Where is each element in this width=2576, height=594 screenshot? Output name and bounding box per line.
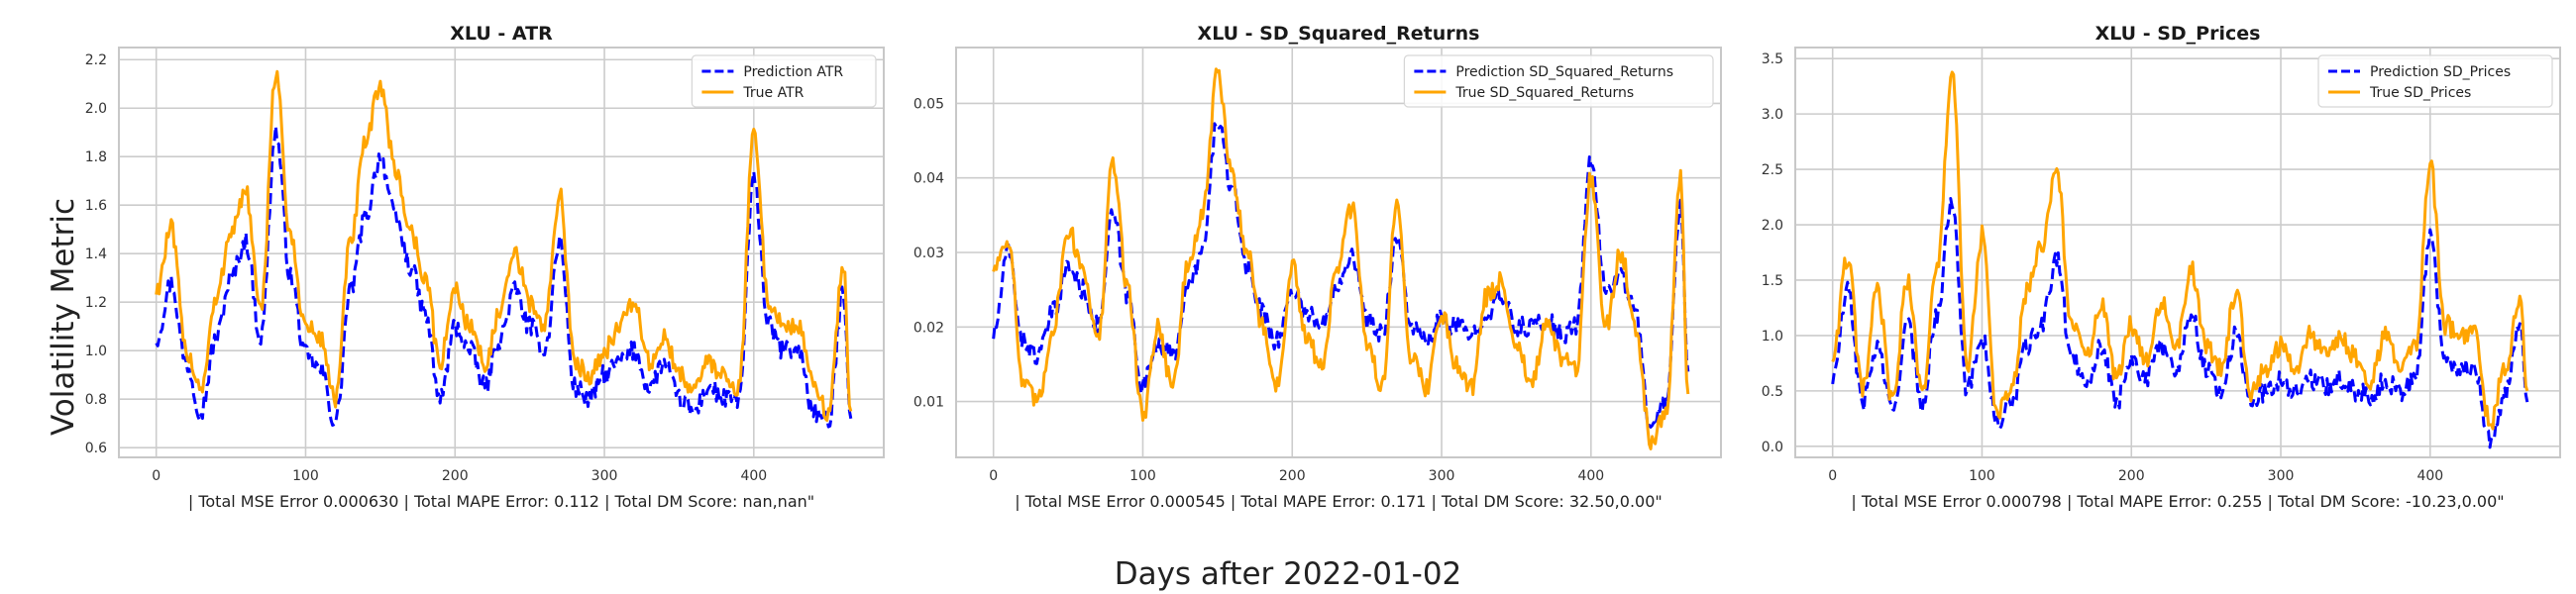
chart-panel-3: 0 100 200 300 400 0.0 0.5 1.0 1.5 2.0 2.5 3.0 3.5 XLU… (1762, 23, 2561, 511)
y-tick-label: 1.0 (85, 344, 107, 359)
y-tick-label: 0.03 (913, 246, 944, 261)
y-tick-label: 0.01 (913, 395, 944, 411)
y-axis-label: Volatility Metric (46, 198, 81, 436)
legend-entry: True SD_Prices (2369, 85, 2471, 101)
legend-entry: True ATR (742, 85, 804, 101)
y-tick-label: 2.2 (85, 52, 107, 68)
y-tick-label: 0.04 (913, 171, 944, 187)
x-tick-label: 400 (1577, 468, 1604, 484)
x-tick-label: 100 (292, 468, 319, 484)
y-tick-label: 0.0 (1762, 440, 1783, 455)
x-tick-label: 0 (152, 468, 161, 484)
y-tick-label: 1.0 (1762, 329, 1783, 345)
legend-box (691, 54, 877, 108)
legend-entry: True SD_Squared_Returns (1454, 85, 1634, 101)
true-series-line (155, 69, 853, 423)
true-series-line (1831, 70, 2529, 431)
y-tick-label: 3.5 (1762, 51, 1783, 67)
prediction-series-line (992, 122, 1690, 429)
legend-entry: Prediction ATR (743, 64, 843, 80)
y-tick-label: 1.2 (85, 295, 107, 311)
error-summary: | Total MSE Error 0.000630 | Total MAPE … (188, 492, 814, 511)
chart-panel-1: 0 100 200 300 400 0.6 0.8 1.0 1.2 1.4 1.6 1.8 2.0 2.2… (85, 23, 885, 511)
x-tick-label: 400 (740, 468, 767, 484)
legend-entry: Prediction SD_Squared_Returns (1455, 64, 1673, 80)
chart-title: XLU - ATR (450, 23, 553, 45)
y-tick-label: 1.4 (85, 247, 107, 262)
chart-panel-2: 0 100 200 300 400 0.01 0.02 0.03 0.04 0.05 XLU - S… (913, 23, 1722, 511)
legend: Prediction SD_Prices True SD_Prices (2317, 54, 2553, 108)
legend-box (1403, 54, 1714, 108)
x-tick-label: 200 (2118, 468, 2145, 484)
y-tick-label: 0.6 (85, 441, 107, 456)
x-tick-label: 100 (1969, 468, 1995, 484)
x-tick-label: 0 (1828, 468, 1837, 484)
y-tick-label: 3.0 (1762, 107, 1783, 123)
x-tick-label: 300 (591, 468, 618, 484)
x-tick-label: 200 (1279, 468, 1306, 484)
plot-frame (1794, 47, 2561, 458)
legend: Prediction ATR True ATR (691, 54, 877, 108)
chart-title: XLU - SD_Squared_Returns (1198, 23, 1480, 45)
error-summary: | Total MSE Error 0.000545 | Total MAPE … (1015, 492, 1663, 511)
true-series-line (992, 67, 1690, 450)
x-tick-label: 100 (1129, 468, 1156, 484)
y-tick-label: 0.02 (913, 320, 944, 336)
y-tick-label: 0.8 (85, 392, 107, 408)
chart-title: XLU - SD_Prices (2095, 23, 2261, 45)
legend: Prediction SD_Squared_Returns True SD_Squ… (1403, 54, 1714, 108)
x-tick-label: 0 (989, 468, 998, 484)
y-tick-label: 1.8 (85, 149, 107, 165)
plot-frame (955, 47, 1722, 458)
y-tick-label: 2.0 (85, 101, 107, 117)
y-tick-label: 2.0 (1762, 218, 1783, 234)
legend-box (2317, 54, 2553, 108)
y-tick-label: 1.6 (85, 198, 107, 214)
y-tick-label: 2.5 (1762, 162, 1783, 178)
x-axis-label: Days after 2022-01-02 (1115, 556, 1462, 592)
legend-entry: Prediction SD_Prices (2370, 64, 2511, 80)
plot-frame (118, 47, 885, 458)
y-tick-label: 1.5 (1762, 273, 1783, 289)
x-tick-label: 200 (442, 468, 469, 484)
prediction-series-line (1831, 197, 2529, 449)
x-tick-label: 400 (2416, 468, 2443, 484)
y-tick-label: 0.05 (913, 96, 944, 112)
error-summary: | Total MSE Error 0.000798 | Total MAPE … (1851, 492, 2504, 511)
y-tick-label: 0.5 (1762, 384, 1783, 400)
x-tick-label: 300 (1429, 468, 1455, 484)
x-tick-label: 300 (2268, 468, 2295, 484)
